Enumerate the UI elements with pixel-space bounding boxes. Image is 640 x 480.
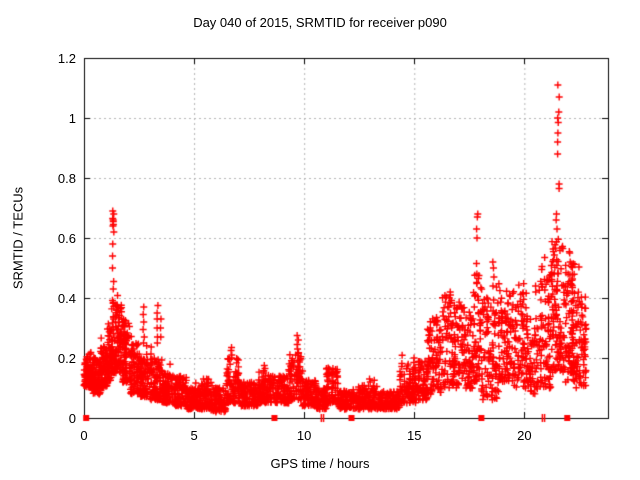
chart-title: Day 040 of 2015, SRMTID for receiver p09… (193, 15, 447, 30)
x-tick-label: 5 (190, 428, 198, 443)
y-tick-label: 0.8 (57, 171, 76, 186)
y-tick-label: 0.2 (57, 351, 76, 366)
x-tick-label: 15 (407, 428, 422, 443)
y-tick-label: 1.2 (57, 51, 76, 66)
y-tick-label: 0 (68, 411, 76, 426)
x-tick-label: 0 (80, 428, 88, 443)
y-tick-label: 0.6 (57, 231, 76, 246)
x-tick-label: 20 (517, 428, 532, 443)
y-axis-label: SRMTID / TECUs (10, 186, 26, 290)
y-tick-label: 0.4 (57, 291, 76, 306)
y-tick-label: 1 (68, 111, 76, 126)
x-axis-label: GPS time / hours (270, 456, 370, 471)
x-tick-label: 10 (296, 428, 312, 443)
